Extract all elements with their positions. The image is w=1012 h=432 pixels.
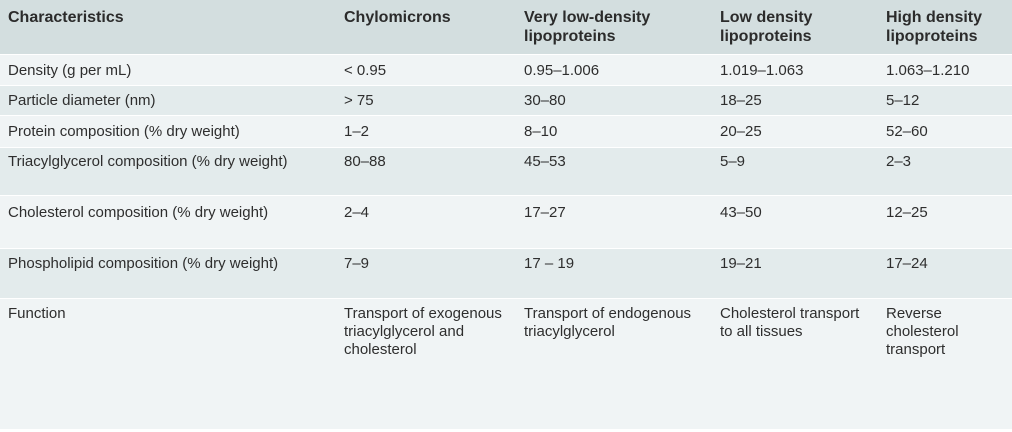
header-hdl: High density lipoproteins [886, 9, 983, 45]
cell-ldl: 20–25 [720, 123, 762, 140]
cell-vldl: 17 – 19 [524, 255, 575, 272]
row-label: Function [8, 305, 66, 322]
cell-ldl: 18–25 [720, 92, 762, 109]
cell-vldl: 8–10 [524, 123, 558, 140]
cell-ldl: 43–50 [720, 204, 762, 221]
table-row-phospholipid: Phospholipid composition (% dry weight) … [0, 249, 1012, 299]
cell-chylomicrons: > 75 [344, 92, 374, 109]
cell-chylomicrons: < 0.95 [344, 62, 387, 79]
row-label: Particle diameter (nm) [8, 92, 156, 109]
table-row-density: Density (g per mL) < 0.95 0.95–1.006 1.0… [0, 55, 1012, 86]
table-row-cholesterol: Cholesterol composition (% dry weight) 2… [0, 196, 1012, 249]
header-characteristics: Characteristics [8, 9, 124, 26]
cell-hdl: 5–12 [886, 92, 920, 109]
table-row-protein: Protein composition (% dry weight) 1–2 8… [0, 116, 1012, 148]
cell-vldl: 45–53 [524, 153, 566, 170]
table-row-function: Function Transport of exogenous triacylg… [0, 299, 1012, 429]
row-label: Density (g per mL) [8, 62, 132, 79]
cell-chylomicrons: 7–9 [344, 255, 370, 272]
header-chylomicrons: Chylomicrons [344, 9, 451, 26]
table-row-diameter: Particle diameter (nm) > 75 30–80 18–25 … [0, 86, 1012, 116]
row-label: Triacylglycerol composition (% dry weigh… [8, 153, 288, 170]
cell-hdl: 52–60 [886, 123, 928, 140]
header-vldl: Very low-density lipoproteins [524, 9, 651, 45]
cell-hdl: 12–25 [886, 204, 928, 221]
cell-chylomicrons: 1–2 [344, 123, 370, 140]
row-label: Protein composition (% dry weight) [8, 123, 240, 140]
cell-vldl: 17–27 [524, 204, 566, 221]
cell-hdl: Reverse cholesterol transport [886, 305, 959, 358]
table-row-triacylglycerol: Triacylglycerol composition (% dry weigh… [0, 148, 1012, 196]
cell-ldl: Cholesterol transport to all tissues [720, 305, 860, 340]
cell-hdl: 17–24 [886, 255, 928, 272]
header-ldl: Low density lipoproteins [720, 9, 813, 45]
cell-vldl: 30–80 [524, 92, 566, 109]
cell-vldl: Transport of endogenous triacylglycerol [524, 305, 692, 340]
cell-ldl: 19–21 [720, 255, 762, 272]
cell-chylomicrons: Transport of exogenous triacylglycerol a… [344, 305, 502, 358]
table-header-row: Characteristics Chylomicrons Very low-de… [0, 0, 1012, 55]
cell-chylomicrons: 2–4 [344, 204, 370, 221]
cell-hdl: 2–3 [886, 153, 912, 170]
cell-chylomicrons: 80–88 [344, 153, 386, 170]
row-label: Cholesterol composition (% dry weight) [8, 204, 269, 221]
cell-vldl: 0.95–1.006 [524, 62, 600, 79]
cell-hdl: 1.063–1.210 [886, 62, 970, 79]
cell-ldl: 5–9 [720, 153, 746, 170]
row-label: Phospholipid composition (% dry weight) [8, 255, 279, 272]
cell-ldl: 1.019–1.063 [720, 62, 804, 79]
